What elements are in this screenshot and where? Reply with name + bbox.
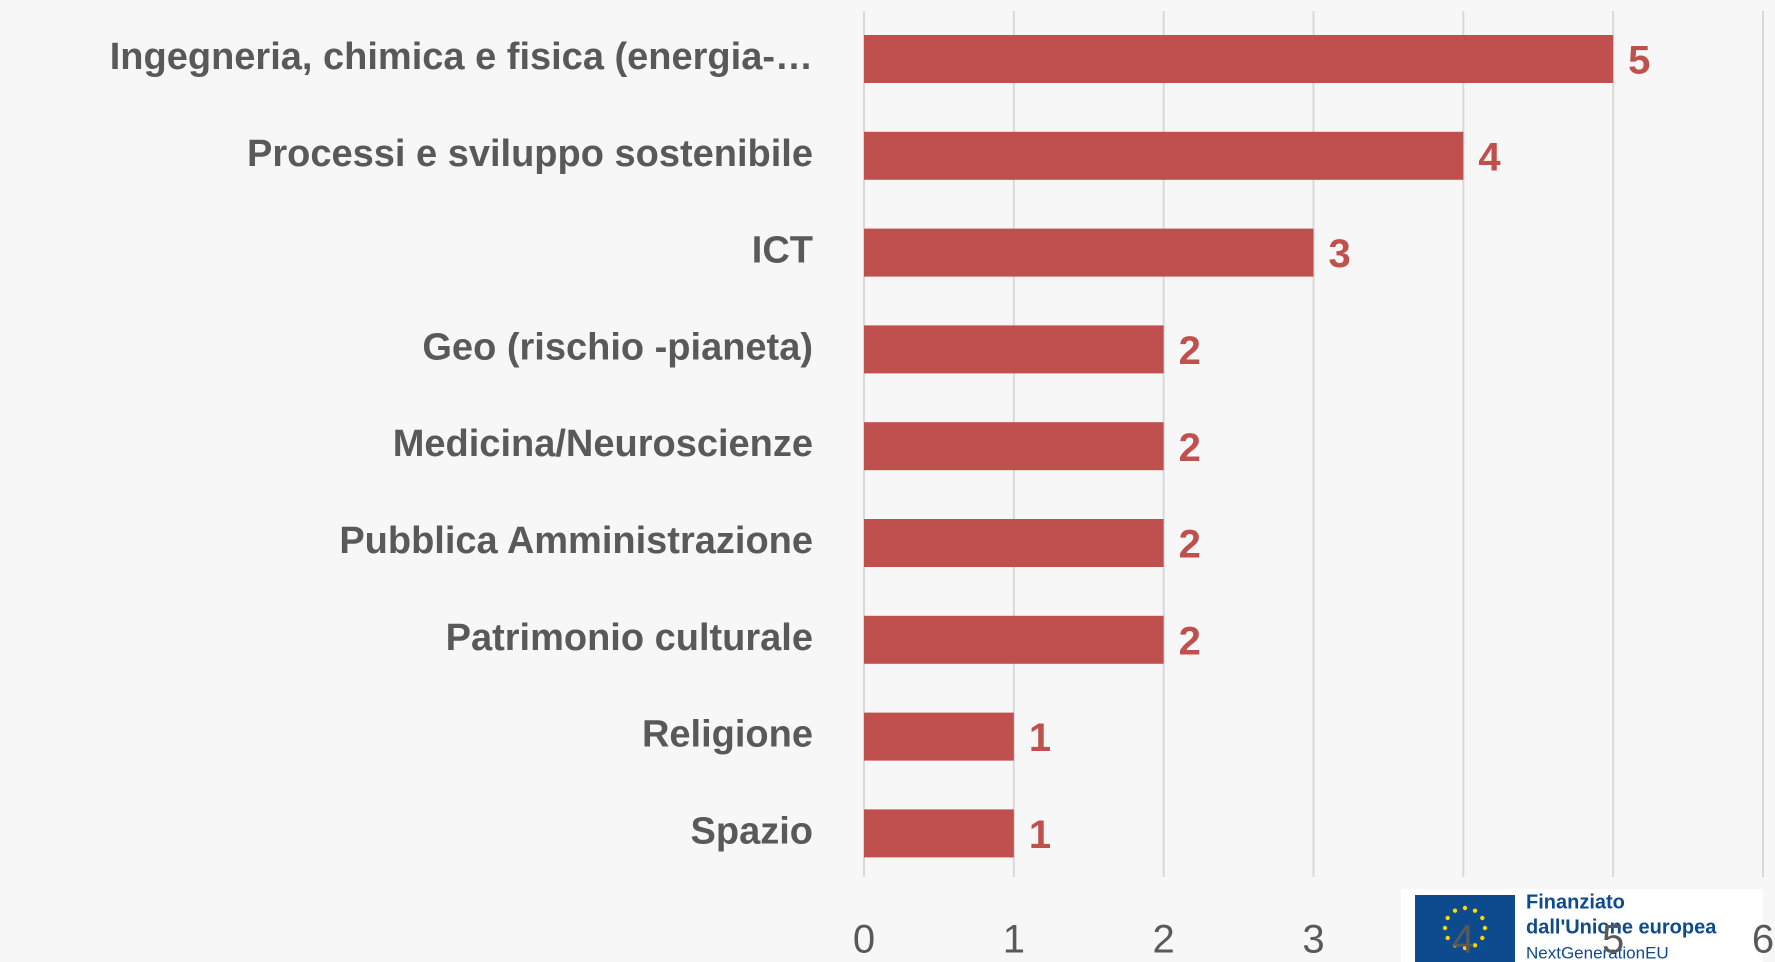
bar	[864, 35, 1614, 83]
x-tick-label: 5	[1602, 918, 1624, 962]
y-tick-label: Geo (rischio -pianeta)	[422, 326, 813, 368]
x-tick-label: 3	[1302, 918, 1324, 962]
bar	[864, 228, 1314, 277]
star	[1445, 915, 1450, 921]
star	[1472, 943, 1478, 948]
data-label: 1	[1029, 813, 1051, 857]
eu-stars	[1442, 905, 1488, 951]
y-tick-label: Spazio	[691, 810, 813, 852]
data-label: 4	[1478, 135, 1501, 179]
star	[1445, 935, 1450, 941]
star	[1462, 945, 1468, 951]
bar	[864, 325, 1164, 374]
star	[1462, 905, 1468, 911]
star	[1452, 908, 1458, 913]
data-label: 3	[1329, 232, 1351, 276]
bar	[864, 615, 1164, 664]
data-label: 2	[1179, 523, 1201, 567]
star	[1480, 915, 1485, 921]
star	[1452, 943, 1458, 948]
star	[1472, 908, 1478, 913]
data-label: 2	[1179, 619, 1201, 663]
data-label: 1	[1029, 716, 1051, 760]
logo-text: dall'Unione europea	[1526, 916, 1717, 938]
y-tick-label: Medicina/Neuroscienze	[393, 423, 813, 465]
x-tick-label: 6	[1752, 918, 1774, 962]
logo-text: NextGenerationEU	[1526, 943, 1669, 962]
data-label: 2	[1179, 426, 1201, 470]
data-label: 2	[1179, 329, 1201, 373]
x-tick-label: 0	[853, 918, 875, 962]
bar	[864, 422, 1164, 471]
x-tick-label: 2	[1153, 918, 1175, 962]
star	[1482, 925, 1488, 931]
bar	[864, 809, 1014, 858]
y-tick-label: Ingegneria, chimica e fisica (energia-…	[110, 36, 813, 78]
data-label: 5	[1628, 39, 1650, 83]
bar	[864, 519, 1164, 567]
x-tick-label: 4	[1452, 918, 1474, 962]
y-tick-label: Processi e sviluppo sostenibile	[247, 133, 813, 175]
y-tick-label: ICT	[752, 230, 813, 272]
bar	[864, 131, 1464, 180]
star	[1442, 925, 1448, 931]
y-tick-label: Religione	[642, 714, 813, 756]
y-tick-label: Patrimonio culturale	[446, 617, 813, 659]
x-tick-label: 1	[1003, 918, 1025, 962]
logo-text: Finanziato	[1526, 891, 1625, 913]
star	[1480, 935, 1485, 941]
y-tick-label: Pubblica Amministrazione	[339, 520, 813, 562]
bar	[864, 712, 1014, 761]
